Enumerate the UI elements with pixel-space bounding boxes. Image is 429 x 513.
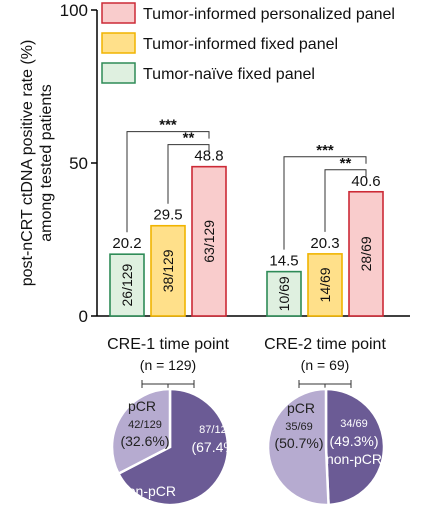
pie-slice — [266, 387, 330, 507]
pie-pct-label: (32.6%) — [120, 433, 169, 449]
y-axis-label: post-nCRT ctDNA positive rate (%) — [19, 40, 36, 287]
bar — [150, 224, 186, 317]
bar — [307, 253, 343, 317]
bar — [191, 165, 227, 317]
pie-slice — [110, 387, 172, 476]
bars: 20.2 26/129 29.5 38/129 48.8 63/129 14.5 10/69 2… — [109, 148, 384, 317]
pie-pct-label: (50.7%) — [274, 435, 323, 451]
group-labels: CRE-1 time point (n = 129) CRE-2 time poin… — [107, 336, 386, 392]
sig-bracket-outer — [283, 156, 367, 250]
sig-bracket-outer — [126, 131, 210, 233]
sig-label-outer: *** — [316, 142, 334, 159]
sig-bracket-inner — [324, 169, 367, 232]
legend-swatch — [101, 2, 136, 24]
bar — [109, 253, 145, 317]
pies: non-pCR 87/129 (67.4%) pCR 42/129 (32.6%) non-… — [110, 387, 386, 507]
bar-count-label: 10/69 — [276, 276, 292, 311]
legend-swatch — [101, 62, 136, 84]
bar-value-label: 48.8 — [194, 148, 223, 165]
bar-value-label: 20.2 — [112, 235, 141, 252]
bar-value-label: 14.5 — [269, 253, 298, 270]
y-axis-label-line2: among tested patients — [38, 84, 55, 241]
pie-slice-name: non-pCR — [326, 451, 382, 467]
axes: 0 50 100 post-nCRT ctDNA positive rate (%) a… — [19, 1, 410, 326]
bar-value-label: 20.3 — [310, 235, 339, 252]
sig-label-outer: *** — [159, 117, 177, 134]
pie-slice-name: non-pCR — [120, 483, 176, 499]
pie-pct-label: (49.3%) — [329, 433, 378, 449]
pie-count-label: 42/129 — [128, 419, 162, 431]
legend-label: Tumor-naïve fixed panel — [143, 66, 315, 83]
legend-label: Tumor-informed fixed panel — [143, 36, 338, 53]
significance-brackets: ********** — [126, 117, 367, 250]
bar-value-label: 40.6 — [351, 173, 380, 190]
bar-count-label: 63/129 — [201, 220, 217, 263]
y-tick-label: 0 — [79, 307, 88, 326]
legend-label: Tumor-informed personalized panel — [143, 6, 395, 23]
sig-label-inner: ** — [340, 155, 352, 172]
y-tick-label: 100 — [60, 1, 88, 20]
bar-count-label: 28/69 — [358, 236, 374, 271]
pie-count-label: 34/69 — [340, 418, 368, 430]
pie-bracket — [141, 380, 195, 392]
sig-bracket-inner — [167, 144, 210, 204]
pie-pct-label: (67.4%) — [191, 439, 240, 455]
pie-slice — [116, 387, 230, 507]
bar-count-label: 26/129 — [119, 263, 135, 306]
pie-count-label: 35/69 — [285, 421, 313, 433]
bar-value-label: 29.5 — [153, 207, 182, 224]
pie-slice — [324, 387, 386, 507]
legend: Tumor-informed personalized panel Tumor-i… — [101, 2, 395, 84]
group-n-label: (n = 69) — [301, 357, 350, 373]
group-n-label: (n = 129) — [140, 357, 196, 373]
pie-count-label: 87/129 — [199, 424, 233, 436]
pie-bracket — [298, 380, 352, 392]
group-label: CRE-1 time point — [107, 336, 229, 353]
bar-count-label: 38/129 — [160, 249, 176, 292]
bar — [266, 270, 302, 317]
pie-slice-name: pCR — [287, 400, 315, 416]
bar-count-label: 14/69 — [317, 267, 333, 302]
y-tick-label: 50 — [69, 154, 88, 173]
bar — [348, 190, 384, 317]
legend-swatch — [101, 32, 136, 54]
sig-label-inner: ** — [183, 130, 195, 147]
group-label: CRE-2 time point — [264, 336, 386, 353]
pie-slice-name: pCR — [128, 398, 156, 414]
